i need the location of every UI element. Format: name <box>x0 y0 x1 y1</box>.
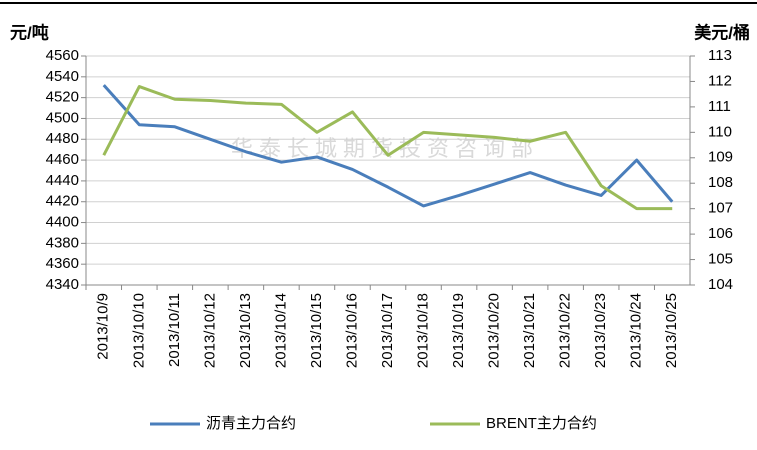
y2-tick-label: 110 <box>708 123 732 140</box>
y2-tick-label: 113 <box>708 47 732 64</box>
y2-tick-label: 108 <box>708 174 733 191</box>
x-tick-label: 2013/10/17 <box>379 293 396 368</box>
x-tick-label: 2013/10/22 <box>557 293 574 368</box>
y2-tick-label: 111 <box>708 98 731 115</box>
y2-tick-label: 112 <box>708 72 732 89</box>
y-tick-label: 4380 <box>46 234 79 251</box>
y-tick-label: 4400 <box>46 214 79 231</box>
x-tick-label: 2013/10/18 <box>414 293 431 368</box>
y2-tick-label: 105 <box>708 251 733 268</box>
x-tick-label: 2013/10/12 <box>201 293 218 368</box>
y2-tick-label: 107 <box>708 200 733 217</box>
y-tick-label: 4520 <box>46 89 79 106</box>
y-tick-label: 4440 <box>46 172 79 189</box>
x-tick-label: 2013/10/10 <box>130 293 147 368</box>
x-tick-label: 2013/10/21 <box>521 293 538 368</box>
x-tick-label: 2013/10/25 <box>663 293 680 368</box>
y-tick-label: 4480 <box>46 130 79 147</box>
x-tick-label: 2013/10/15 <box>308 293 325 368</box>
y2-tick-label: 109 <box>708 149 733 166</box>
x-tick-label: 2013/10/13 <box>237 293 254 368</box>
y-tick-label: 4500 <box>46 109 79 126</box>
y-tick-label: 4460 <box>46 151 79 168</box>
y-tick-label: 4420 <box>46 193 79 210</box>
y2-tick-label: 104 <box>708 276 733 293</box>
y-tick-label: 4340 <box>46 276 79 293</box>
y2-tick-label: 106 <box>708 225 733 242</box>
y-tick-label: 4360 <box>46 255 79 272</box>
series-line <box>102 84 674 208</box>
x-tick-label: 2013/10/20 <box>486 293 503 368</box>
x-tick-label: 2013/10/14 <box>272 293 289 368</box>
series-line <box>102 85 673 211</box>
y2-axis-label: 美元/桶 <box>694 22 750 42</box>
x-tick-label: 2013/10/23 <box>592 293 609 368</box>
x-tick-label: 2013/10/9 <box>95 293 112 360</box>
x-tick-label: 2013/10/16 <box>343 293 360 368</box>
y-tick-label: 4540 <box>46 68 79 85</box>
y-axis-label: 元/吨 <box>10 22 49 42</box>
x-tick-label: 2013/10/24 <box>628 293 645 368</box>
legend-label: 沥青主力合约 <box>206 415 296 432</box>
y-tick-label: 4560 <box>46 47 79 64</box>
x-tick-label: 2013/10/11 <box>166 293 183 367</box>
legend-label: BRENT主力合约 <box>486 415 597 432</box>
x-tick-label: 2013/10/19 <box>450 293 467 368</box>
